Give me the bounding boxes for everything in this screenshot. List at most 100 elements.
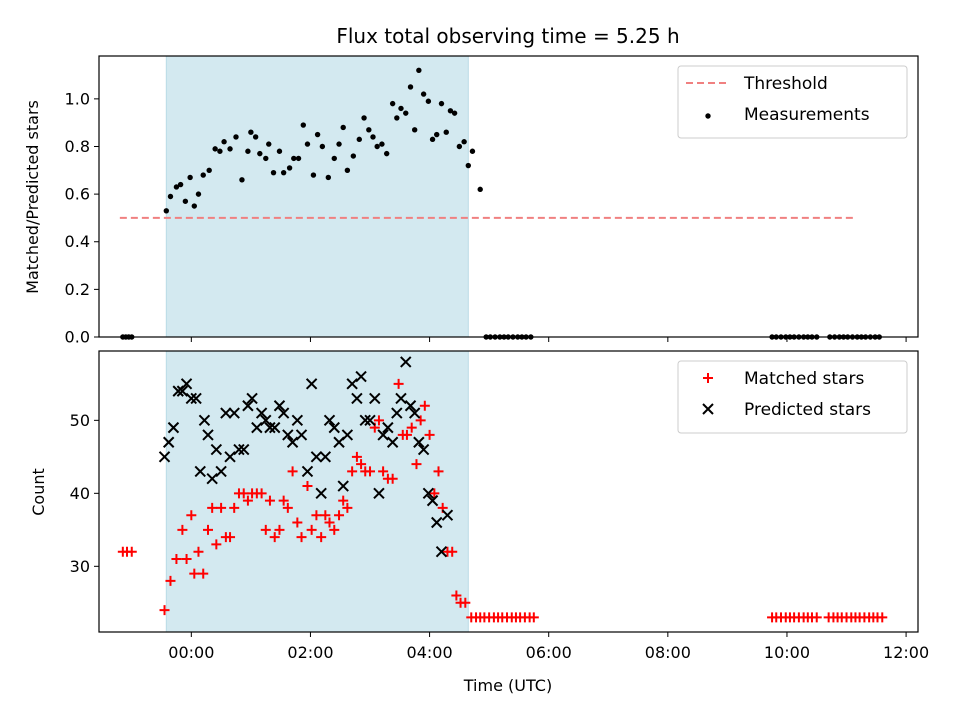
- data-point: [416, 67, 422, 73]
- data-point: [191, 203, 198, 209]
- data-point-predicted: [273, 400, 286, 412]
- data-point: [394, 115, 400, 121]
- data-point-matched: [311, 510, 322, 521]
- data-point-matched: [225, 532, 236, 543]
- data-point: [163, 208, 170, 214]
- data-point: [443, 129, 449, 135]
- data-point-matched: [282, 502, 293, 513]
- data-point-matched: [528, 612, 539, 623]
- data-point-predicted: [190, 392, 202, 405]
- data-point: [461, 139, 467, 145]
- legend-box: [677, 360, 908, 434]
- y-axis-label-ratio: Matched/Predicted stars: [23, 100, 42, 294]
- data-point: [398, 105, 404, 112]
- data-point-predicted: [224, 451, 236, 463]
- data-point: [295, 155, 302, 162]
- legend: Matched stars Predicted stars: [677, 360, 908, 434]
- data-point-predicted: [194, 465, 206, 478]
- data-point: [411, 127, 418, 133]
- data-point: [286, 165, 293, 171]
- data-point-predicted: [315, 487, 327, 500]
- data-point-predicted: [233, 443, 245, 456]
- data-point-predicted: [426, 494, 439, 507]
- data-point-predicted: [391, 407, 403, 419]
- y-tick-label: 0.2: [65, 280, 90, 299]
- data-point: [270, 169, 277, 176]
- data-point-matched: [342, 502, 353, 513]
- data-point-predicted: [417, 443, 430, 456]
- legend-label: Measurements: [744, 105, 870, 125]
- data-point-predicted: [408, 407, 421, 419]
- data-point-predicted: [206, 473, 218, 485]
- data-point-predicted: [395, 392, 407, 405]
- data-point-matched: [433, 466, 444, 477]
- data-point-predicted: [404, 400, 417, 412]
- data-point-predicted: [341, 429, 354, 441]
- data-point-predicted: [323, 414, 336, 427]
- data-point-predicted: [301, 465, 314, 478]
- data-point: [221, 139, 227, 145]
- data-point: [239, 177, 245, 183]
- data-point: [465, 162, 471, 169]
- data-point-predicted: [286, 436, 299, 448]
- data-point-predicted: [277, 407, 290, 419]
- data-point: [451, 110, 458, 116]
- data-point: [182, 198, 189, 204]
- data-point-predicted: [220, 407, 232, 419]
- data-point-matched: [401, 429, 412, 440]
- data-point: [356, 136, 362, 143]
- data-point-matched: [274, 524, 285, 535]
- legend-plus-swatch: [703, 373, 713, 383]
- legend-label: Matched stars: [744, 369, 864, 389]
- data-point-predicted: [291, 414, 304, 427]
- data-point: [447, 108, 454, 114]
- data-point-matched: [365, 466, 376, 477]
- x-tick-label: 12:00: [883, 643, 929, 662]
- data-point-predicted: [305, 378, 318, 390]
- data-point-predicted: [373, 487, 385, 500]
- data-point-predicted: [346, 378, 358, 390]
- data-point: [291, 155, 297, 162]
- data-point: [438, 100, 445, 107]
- axes-frame: [98, 350, 919, 633]
- data-point-matched: [287, 466, 298, 477]
- data-point: [477, 186, 483, 193]
- data-point-matched: [264, 495, 275, 506]
- data-point-matched: [406, 422, 417, 433]
- data-point: [331, 155, 337, 162]
- x-tick-label: 10:00: [764, 643, 810, 662]
- data-point-matched: [207, 502, 218, 513]
- data-point: [310, 172, 317, 178]
- panel-ratio: 0.0 0.2 0.4 0.6 0.8 1.0 Threshold Measurements: [65, 55, 919, 347]
- data-point-matched: [877, 612, 888, 623]
- x-axis-label: Time (UTC): [463, 676, 552, 695]
- data-point: [187, 174, 193, 181]
- data-point-matched: [238, 488, 249, 499]
- data-point-matched: [198, 568, 209, 579]
- data-point-predicted: [377, 429, 389, 441]
- data-point: [383, 150, 390, 157]
- data-point: [456, 143, 463, 150]
- data-point-matched: [302, 481, 313, 492]
- y-tick-label: 1.0: [65, 89, 90, 108]
- data-point-predicted: [185, 392, 198, 405]
- data-point-predicted: [210, 443, 223, 456]
- x-tick-label: 06:00: [526, 643, 572, 662]
- data-point: [227, 146, 233, 152]
- data-point: [420, 91, 427, 97]
- data-point-matched: [216, 502, 227, 513]
- y-tick-label: 0.4: [65, 232, 90, 251]
- data-point-predicted: [310, 451, 323, 463]
- data-point-predicted: [328, 421, 340, 434]
- data-point-matched: [171, 554, 182, 565]
- data-point: [217, 148, 223, 154]
- data-point-matched: [269, 532, 280, 543]
- data-point: [314, 131, 321, 138]
- data-point-matched: [447, 546, 458, 557]
- data-point-matched: [320, 510, 331, 521]
- data-point-predicted: [319, 451, 332, 463]
- data-point: [300, 122, 307, 128]
- highlight-span: [165, 55, 469, 338]
- data-point-matched: [373, 415, 384, 426]
